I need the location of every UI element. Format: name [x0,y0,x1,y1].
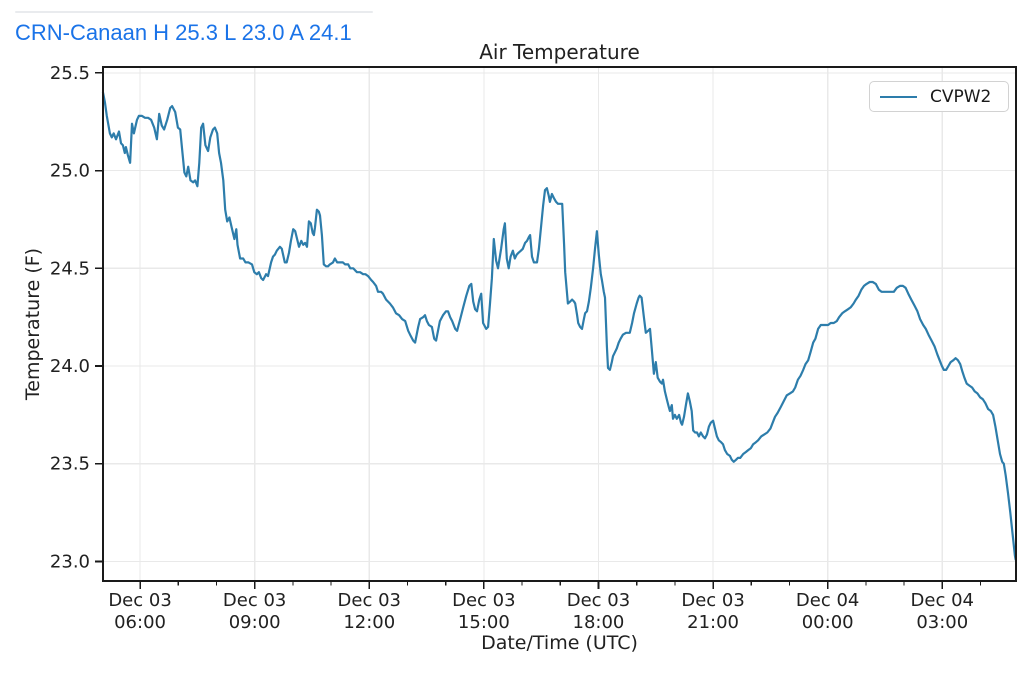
top-divider [15,11,373,13]
x-tick-label: Dec 03 15:00 [452,590,515,633]
x-tick-label: Dec 03 18:00 [567,590,630,633]
y-tick-label: 23.5 [50,454,90,475]
x-tick-label: Dec 04 00:00 [796,590,859,633]
legend: CVPW2 [869,81,1009,112]
x-tick-label: Dec 03 09:00 [223,590,286,633]
y-tick-label: 24.5 [50,258,90,279]
plot-border [102,66,1017,582]
chart-title: Air Temperature [479,40,640,64]
y-axis-label: Temperature (F) [22,247,44,401]
y-tick-label: 25.5 [50,63,90,84]
y-tick-label: 23.0 [50,551,90,572]
y-tick-label: 25.0 [50,161,90,182]
legend-label: CVPW2 [930,86,992,107]
x-tick-label: Dec 03 06:00 [108,590,171,633]
temperature-line [101,91,1017,561]
station-summary: CRN-Canaan H 25.3 L 23.0 A 24.1 [15,20,352,45]
x-tick-label: Dec 04 03:00 [911,590,974,633]
x-tick-label: Dec 03 12:00 [338,590,401,633]
legend-line-swatch [880,95,917,98]
y-tick-label: 24.0 [50,356,90,377]
x-axis-label: Date/Time (UTC) [481,632,638,654]
x-tick-label: Dec 03 21:00 [681,590,744,633]
